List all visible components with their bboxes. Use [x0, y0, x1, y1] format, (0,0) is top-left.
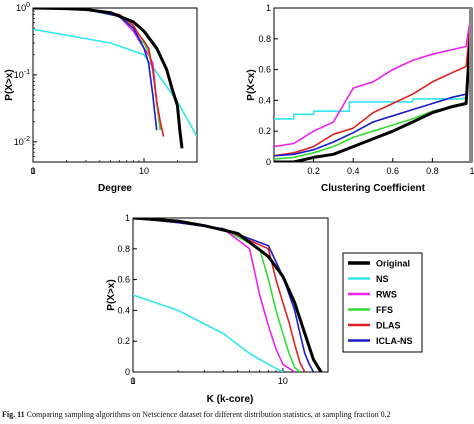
- y-tick-label: 0: [125, 367, 130, 377]
- y-tick-label: 0.2: [258, 126, 271, 136]
- y-tick-label: 0: [266, 157, 271, 167]
- caption-label: Fig. 11: [2, 410, 25, 419]
- series-line-rws: [274, 8, 472, 148]
- x-tick-label: 1: [30, 166, 35, 176]
- y-tick-label: 1: [125, 213, 130, 223]
- chart-clustering: 0.2 0.4 0.6 0.8 1 0 0.2 0.4 0.6 0.8 1 Clustering Co…: [246, 3, 474, 194]
- series-line-original: [274, 8, 472, 162]
- x-tick-label: 1: [469, 166, 474, 176]
- edge-strip: [469, 8, 472, 162]
- x-tick-label: 0: [130, 376, 135, 386]
- legend-label-ffs: FFS: [376, 305, 393, 315]
- axes-frame: [132, 217, 329, 373]
- x-axis-label: Clustering Coefficient: [321, 183, 426, 194]
- y-axis-label: P(X>x): [4, 69, 15, 100]
- legend-label-dlas: DLAS: [376, 321, 401, 331]
- x-axis-label: K (k-core): [207, 394, 254, 405]
- y-tick-label: 100: [16, 2, 30, 13]
- y-tick-label: 0.2: [117, 336, 130, 346]
- series-line-dlas: [274, 8, 472, 157]
- x-tick-label: 0.2: [307, 166, 320, 176]
- series-line-ns: [133, 294, 284, 372]
- y-tick-label: 0.4: [117, 305, 130, 315]
- y-tick-label: 0.6: [117, 275, 130, 285]
- y-tick-label: 0.4: [258, 95, 271, 105]
- legend-frame: [342, 252, 423, 353]
- legend: Original NS RWS FFS DLAS ICLA-NS: [342, 252, 423, 353]
- legend-label-icla-ns: ICLA-NS: [376, 336, 413, 346]
- series-line-icla-ns: [274, 8, 472, 157]
- chart-degree: 01 10 10-2 10-1 100 Degree P(X>x): [4, 2, 198, 194]
- y-tick-label: 1: [266, 3, 271, 13]
- caption-text: Comparing sampling algorithms on Netscie…: [26, 410, 391, 419]
- x-tick-label: 10: [278, 376, 288, 386]
- y-axis-label: P(X>x): [106, 279, 117, 310]
- legend-label-ns: NS: [376, 274, 389, 284]
- y-tick-label: 0.6: [258, 65, 271, 75]
- y-tick-label: 10-2: [14, 136, 30, 147]
- series-line-ns: [274, 8, 472, 120]
- x-tick-label: 0.4: [347, 166, 360, 176]
- legend-label-rws: RWS: [376, 290, 397, 300]
- x-tick-label: 0.6: [387, 166, 400, 176]
- x-tick-label: 0: [30, 166, 35, 176]
- y-tick-label: 0.8: [258, 34, 271, 44]
- y-tick-label: 0.8: [117, 244, 130, 254]
- y-axis-label: P(X<x): [246, 69, 257, 100]
- series-line-original: [133, 218, 323, 372]
- x-tick-label: 10: [139, 166, 149, 176]
- x-tick-label: 0.8: [426, 166, 439, 176]
- y-tick-label: 10-1: [14, 69, 30, 80]
- series-line-ns: [33, 28, 197, 137]
- series-line-original: [33, 8, 184, 149]
- figure-caption: Fig. 11 Comparing sampling algorithms on…: [2, 410, 472, 419]
- x-tick-label: 1: [130, 376, 135, 386]
- legend-label-original: Original: [376, 259, 410, 269]
- axes-frame: [273, 7, 473, 163]
- x-axis-label: Degree: [98, 183, 132, 194]
